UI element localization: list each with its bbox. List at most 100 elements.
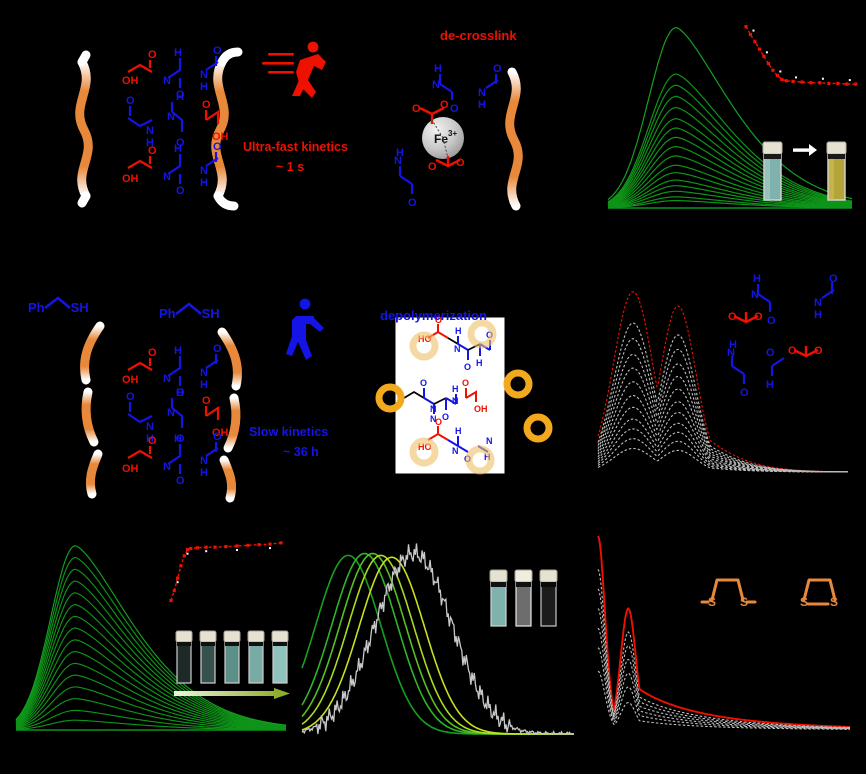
series-s1 [597,569,850,729]
svg-text:H: H [146,433,154,445]
series-t13 [607,185,853,208]
cuvette-series-bottom-middle [488,568,559,628]
inset-data-point-alt [176,581,179,584]
svg-text:H: H [174,433,182,445]
svg-text:H: H [146,137,154,149]
series-t8 [607,145,853,206]
inset-data-point-alt [765,51,768,54]
svg-text:H: H [174,345,182,357]
svg-text:H: H [452,384,459,394]
svg-text:O: O [766,347,775,359]
chart-bottom-middle [296,540,582,740]
inset-data-point [235,544,239,548]
gold-ring-fragments [375,319,553,475]
svg-text:H: H [753,273,761,285]
svg-text:O: O [176,387,185,399]
inset-data-point-alt [848,79,851,82]
cuvette-grey [514,569,533,627]
progression-arrow-icon [174,688,290,699]
series-s3 [597,608,850,729]
inset-trend-line [170,542,282,601]
svg-text:N: N [486,436,493,446]
svg-text:O: O [420,378,427,388]
cleaved-chain-right [217,327,242,503]
kinetics-growth-inset-plot [169,541,283,603]
series-s4 [597,627,850,730]
svg-text:H: H [814,309,822,321]
sh-label-right: SH [201,306,220,321]
running-man-icon [262,41,326,98]
series-t12 [607,179,853,208]
svg-text:N: N [394,155,402,167]
series-t6 [607,127,853,205]
sulfur-atom-label-left-1: S [708,595,716,609]
series-t4 [607,106,853,204]
cleaved-chain-left [80,321,105,499]
svg-text:H: H [434,63,442,75]
thiol-reagent-right-structure [175,302,202,316]
svg-text:N: N [167,111,175,123]
inset-data-point-alt [752,29,755,32]
svg-text:H: H [200,177,208,189]
inset-data-point [845,82,849,86]
series-t10 [15,604,287,728]
series-t9 [607,155,853,207]
sulfur-atom-label-right-1: S [800,595,808,609]
emission-decay-green-plot [607,26,853,209]
svg-text:O: O [176,185,185,197]
svg-text:N: N [814,297,822,309]
inset-data-point [195,546,199,550]
svg-text:O: O [435,417,442,427]
svg-text:OH: OH [122,374,139,386]
svg-text:O: O [202,395,211,407]
inset-data-point [176,576,180,580]
svg-text:3+: 3+ [448,129,457,138]
series-t4 [15,674,287,730]
cuvette-teal [223,630,241,684]
series-t3 [15,686,287,730]
cuvette-pair-top-right [760,122,850,202]
series-s11 [597,447,848,473]
series-t6 [15,651,286,729]
svg-text:OH: OH [212,131,229,143]
polymer-chain-decrosslinked [505,67,523,211]
inset-data-point [172,589,176,593]
series-t10 [607,164,853,207]
inset-data-point [257,543,261,547]
disulfide-structures: S S S S [700,558,860,638]
inset-data-point [757,47,762,51]
inset-data-point [279,541,283,545]
inset-data-point [791,79,795,84]
ph-label-left: Ph [28,300,45,315]
svg-text:O: O [435,315,442,325]
chart-bottom-right [596,528,862,743]
svg-text:H: H [455,426,462,436]
inset-data-point [224,544,228,549]
cuvette-dark [539,569,558,627]
sulfur-atom-label-left-2: S [740,595,748,609]
svg-text:O: O [126,95,135,107]
inset-data-point [780,77,784,82]
chart-top-right [598,18,860,223]
series-final [597,535,851,728]
hydrogen-bond-network: O OH H N O O N H O [122,45,229,197]
inset-data-point [784,79,788,83]
svg-text:O: O [767,315,776,327]
inset-data-point-alt [821,77,824,80]
cuvette-light-teal [247,630,265,684]
series-t11 [15,592,287,727]
svg-text:O: O [213,343,222,355]
svg-text:N: N [200,69,208,81]
series-t14 [607,190,852,208]
svg-text:N: N [430,404,437,414]
inset-data-point [836,81,840,85]
absorbance-two-peak-plot [597,291,848,473]
slow-kinetics-label: Slow kinetics [249,425,329,439]
inset-data-point [246,543,250,547]
svg-text:O: O [754,311,763,323]
svg-text:O: O [493,63,502,75]
series-t2 [607,84,853,203]
svg-text:O: O [462,378,469,388]
inset-data-point-alt [236,548,238,551]
series-t0 [607,26,853,201]
